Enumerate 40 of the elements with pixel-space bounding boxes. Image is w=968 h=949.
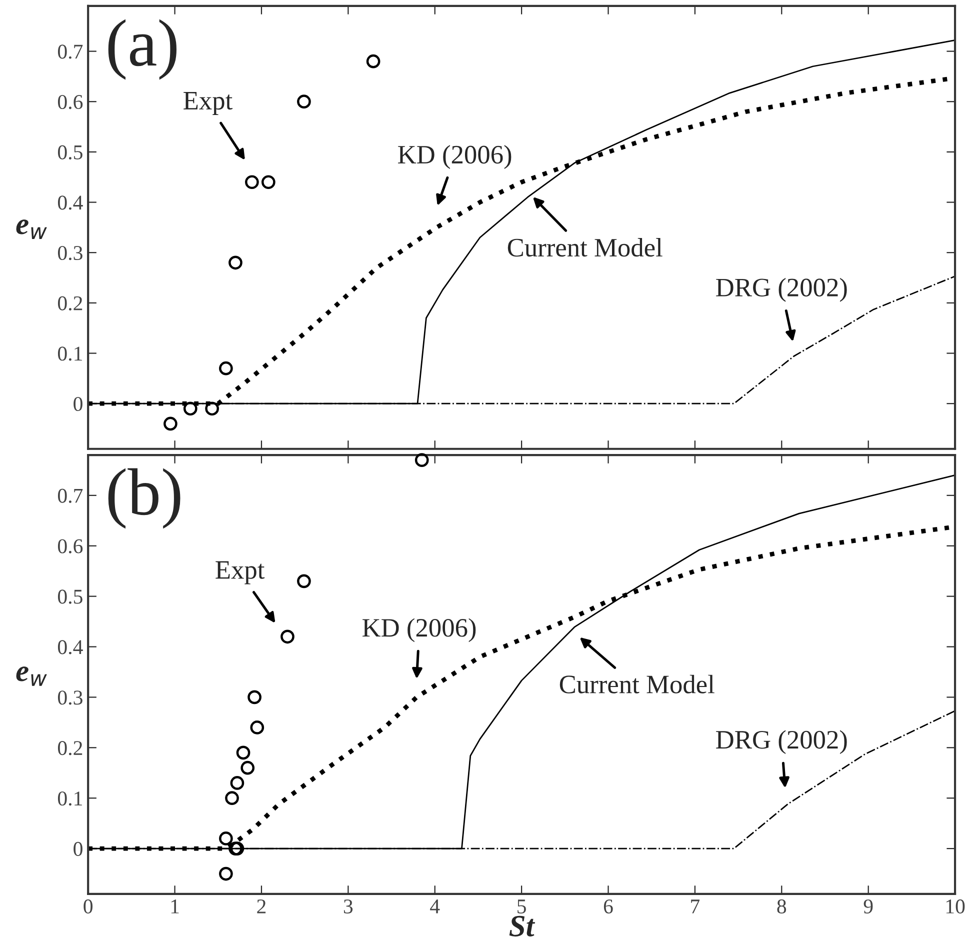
x-tick-label: 9 — [864, 899, 873, 914]
x-tick-label: 0 — [84, 899, 92, 914]
x-tick-label: 6 — [604, 899, 613, 914]
annotation: Expt — [216, 561, 265, 584]
annotation: (a) — [108, 19, 176, 80]
y-tick-label: 0.6 — [58, 94, 83, 110]
annotation: KD (2006) — [362, 618, 476, 642]
annotation: KD (2006) — [398, 145, 512, 169]
y-tick-label: 0.2 — [58, 296, 82, 310]
x-tick-label: 1 — [171, 900, 179, 914]
y-axis-title: e$_{w}$ — [16, 220, 47, 239]
y-tick-label: 0.4 — [58, 196, 83, 210]
x-tick-label: 5 — [518, 900, 526, 914]
x-axis-title: St — [509, 916, 536, 936]
x-tick-label: 3 — [344, 899, 353, 914]
y-tick-label: 0.5 — [58, 590, 82, 604]
x-tick-label: 10 — [946, 899, 965, 914]
y-tick-label: 0.3 — [58, 690, 82, 705]
x-tick-label: 2 — [257, 899, 266, 914]
x-tick-label: 7 — [691, 900, 700, 914]
y-tick-label: 0.1 — [58, 346, 82, 361]
annotation: Current Model — [560, 674, 714, 694]
y-tick-label: 0.4 — [58, 640, 83, 654]
annotation: Current Model — [508, 238, 662, 257]
annotation: DRG (2002) — [716, 730, 847, 754]
y-tick-label: 0 — [74, 396, 82, 412]
y-tick-label: 0.7 — [58, 488, 83, 503]
annotation: DRG (2002) — [716, 278, 847, 302]
annotation: (b) — [108, 468, 180, 529]
y-tick-label: 0.5 — [58, 145, 82, 160]
annotation: Expt — [184, 92, 232, 115]
y-tick-label: 0.3 — [58, 246, 82, 260]
y-tick-label: 0 — [74, 842, 82, 856]
x-tick-label: 4 — [430, 900, 440, 914]
x-tick-label: 8 — [777, 899, 786, 914]
y-tick-label: 0.1 — [58, 791, 82, 806]
y-axis-title: e$_{w}$ — [16, 666, 47, 686]
y-tick-label: 0.2 — [58, 741, 82, 756]
y-tick-label: 0.6 — [58, 539, 83, 554]
y-tick-label: 0.7 — [58, 44, 83, 59]
